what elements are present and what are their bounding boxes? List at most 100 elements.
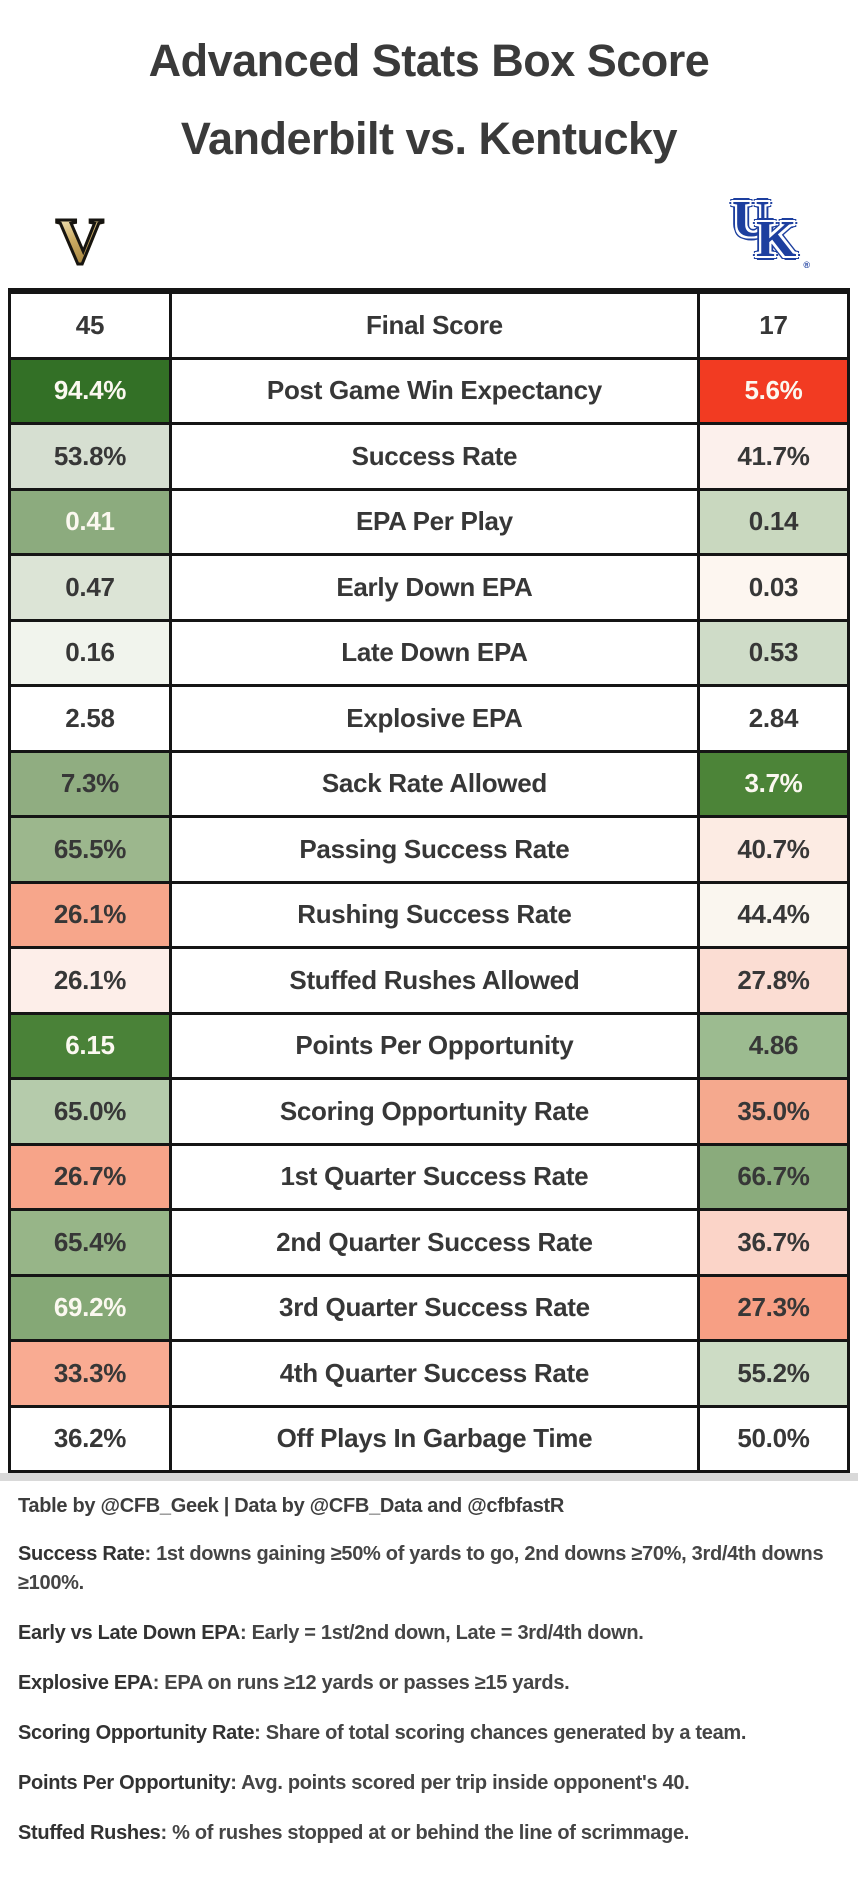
vanderbilt-value-cell: 0.47 [8,553,172,622]
vanderbilt-value-cell: 65.5% [8,815,172,884]
vanderbilt-value-cell: 0.16 [8,618,172,687]
note-label: Stuffed Rushes [18,1822,161,1844]
kentucky-value-cell: 0.14 [696,487,851,556]
vanderbilt-value-cell: 0.41 [8,487,172,556]
kentucky-value-cell: 55.2% [696,1339,851,1408]
kentucky-value-cell: 5.6% [696,356,851,425]
vanderbilt-value-cell: 53.8% [8,422,172,491]
metric-label-cell: 1st Quarter Success Rate [168,1142,700,1211]
note-label: Success Rate [18,1543,145,1565]
table-row: 0.47 Early Down EPA 0.03 [8,553,851,622]
kentucky-value-cell: 66.7% [696,1142,851,1211]
kentucky-value-cell: 3.7% [696,749,851,818]
stat-definition-note: Points Per Opportunity: Avg. points scor… [18,1769,840,1798]
table-bottom-divider [0,1473,858,1481]
kentucky-value-cell: 0.03 [696,553,851,622]
stat-definition-note: Early vs Late Down EPA: Early = 1st/2nd … [18,1619,840,1648]
kentucky-value-cell: 17 [696,289,851,360]
vanderbilt-value-cell: 45 [8,289,172,360]
table-row: 33.3% 4th Quarter Success Rate 55.2% [8,1339,851,1408]
table-row: 26.7% 1st Quarter Success Rate 66.7% [8,1142,851,1211]
table-row: 65.0% Scoring Opportunity Rate 35.0% [8,1077,851,1146]
metric-label-cell: Scoring Opportunity Rate [168,1077,700,1146]
note-text: : EPA on runs ≥12 yards or passes ≥15 ya… [152,1672,570,1694]
vanderbilt-value-cell: 94.4% [8,356,172,425]
kentucky-value-cell: 27.8% [696,946,851,1015]
note-label: Scoring Opportunity Rate [18,1722,255,1744]
page-title-line2: Vanderbilt vs. Kentucky [180,113,678,164]
vanderbilt-value-cell: 26.7% [8,1142,172,1211]
vanderbilt-value-cell: 26.1% [8,880,172,949]
metric-label-cell: Stuffed Rushes Allowed [168,946,700,1015]
metric-label-cell: 2nd Quarter Success Rate [168,1208,700,1277]
kentucky-value-cell: 50.0% [696,1404,851,1473]
note-text: : Share of total scoring chances generat… [254,1722,747,1744]
kentucky-value-cell: 4.86 [696,1011,851,1080]
vanderbilt-value-cell: 36.2% [8,1404,172,1473]
note-text: : 1st downs gaining ≥50% of yards to go,… [18,1543,824,1594]
metric-label-cell: EPA Per Play [168,487,700,556]
vanderbilt-value-cell: 6.15 [8,1011,172,1080]
note-label: Points Per Opportunity [18,1772,231,1794]
metric-label-cell: 4th Quarter Success Rate [168,1339,700,1408]
table-row: 6.15 Points Per Opportunity 4.86 [8,1011,851,1080]
metric-label-cell: Rushing Success Rate [168,880,700,949]
table-row: 65.5% Passing Success Rate 40.7% [8,815,851,884]
metric-label-cell: 3rd Quarter Success Rate [168,1273,700,1342]
kentucky-value-cell: 2.84 [696,684,851,753]
table-row: 26.1% Stuffed Rushes Allowed 27.8% [8,946,851,1015]
note-label: Early vs Late Down EPA [18,1622,240,1644]
kentucky-logo-k: K [756,211,797,268]
vanderbilt-value-cell: 7.3% [8,749,172,818]
vanderbilt-value-cell: 33.3% [8,1339,172,1408]
metric-label-cell: Success Rate [168,422,700,491]
table-row: 53.8% Success Rate 41.7% [8,422,851,491]
vanderbilt-value-cell: 69.2% [8,1273,172,1342]
kentucky-value-cell: 27.3% [696,1273,851,1342]
metric-label-cell: Points Per Opportunity [168,1011,700,1080]
vanderbilt-value-cell: 65.0% [8,1077,172,1146]
footer-notes: Table by @CFB_Geek | Data by @CFB_Data a… [0,1481,858,1848]
kentucky-value-cell: 35.0% [696,1077,851,1146]
metric-label-cell: Off Plays In Garbage Time [168,1404,700,1473]
vanderbilt-value-cell: 2.58 [8,684,172,753]
table-row: 2.58 Explosive EPA 2.84 [8,684,851,753]
table-row: 45 Final Score 17 [8,289,851,360]
kentucky-value-cell: 0.53 [696,618,851,687]
metric-label-cell: Passing Success Rate [168,815,700,884]
table-row: 26.1% Rushing Success Rate 44.4% [8,880,851,949]
table-row: 65.4% 2nd Quarter Success Rate 36.7% [8,1208,851,1277]
stat-definition-note: Scoring Opportunity Rate: Share of total… [18,1719,840,1748]
kentucky-logo-icon: U K ® [726,194,810,272]
metric-label-cell: Early Down EPA [168,553,700,622]
note-text: : Avg. points scored per trip inside opp… [230,1772,690,1794]
table-row: 69.2% 3rd Quarter Success Rate 27.3% [8,1273,851,1342]
vanderbilt-logo-icon: V [52,207,108,276]
kentucky-logo-u: U [732,191,770,248]
metric-label-cell: Post Game Win Expectancy [168,356,700,425]
note-label: Explosive EPA [18,1672,153,1694]
table-row: 0.41 EPA Per Play 0.14 [8,487,851,556]
stat-definition-note: Success Rate: 1st downs gaining ≥50% of … [18,1540,840,1598]
metric-label-cell: Final Score [168,289,700,360]
advanced-stats-table: 45 Final Score 17 94.4% Post Game Win Expect… [8,288,851,1473]
kentucky-value-cell: 36.7% [696,1208,851,1277]
credit-line: Table by @CFB_Geek | Data by @CFB_Data a… [18,1495,565,1517]
note-text: : Early = 1st/2nd down, Late = 3rd/4th d… [240,1622,644,1644]
note-text: : % of rushes stopped at or behind the l… [160,1822,690,1844]
table-row: 7.3% Sack Rate Allowed 3.7% [8,749,851,818]
kentucky-value-cell: 44.4% [696,880,851,949]
team-logo-row: V U K ® [0,184,858,277]
table-row: 36.2% Off Plays In Garbage Time 50.0% [8,1404,851,1473]
stat-definition-note: Stuffed Rushes: % of rushes stopped at o… [18,1819,840,1848]
metric-label-cell: Explosive EPA [168,684,700,753]
metric-label-cell: Sack Rate Allowed [168,749,700,818]
stat-definition-note: Explosive EPA: EPA on runs ≥12 yards or … [18,1669,840,1698]
registered-trademark-icon: ® [803,260,810,270]
kentucky-value-cell: 41.7% [696,422,851,491]
kentucky-value-cell: 40.7% [696,815,851,884]
page-title: Advanced Stats Box Score Vanderbilt vs. … [0,0,858,178]
vanderbilt-value-cell: 65.4% [8,1208,172,1277]
vanderbilt-value-cell: 26.1% [8,946,172,1015]
metric-label-cell: Late Down EPA [168,618,700,687]
